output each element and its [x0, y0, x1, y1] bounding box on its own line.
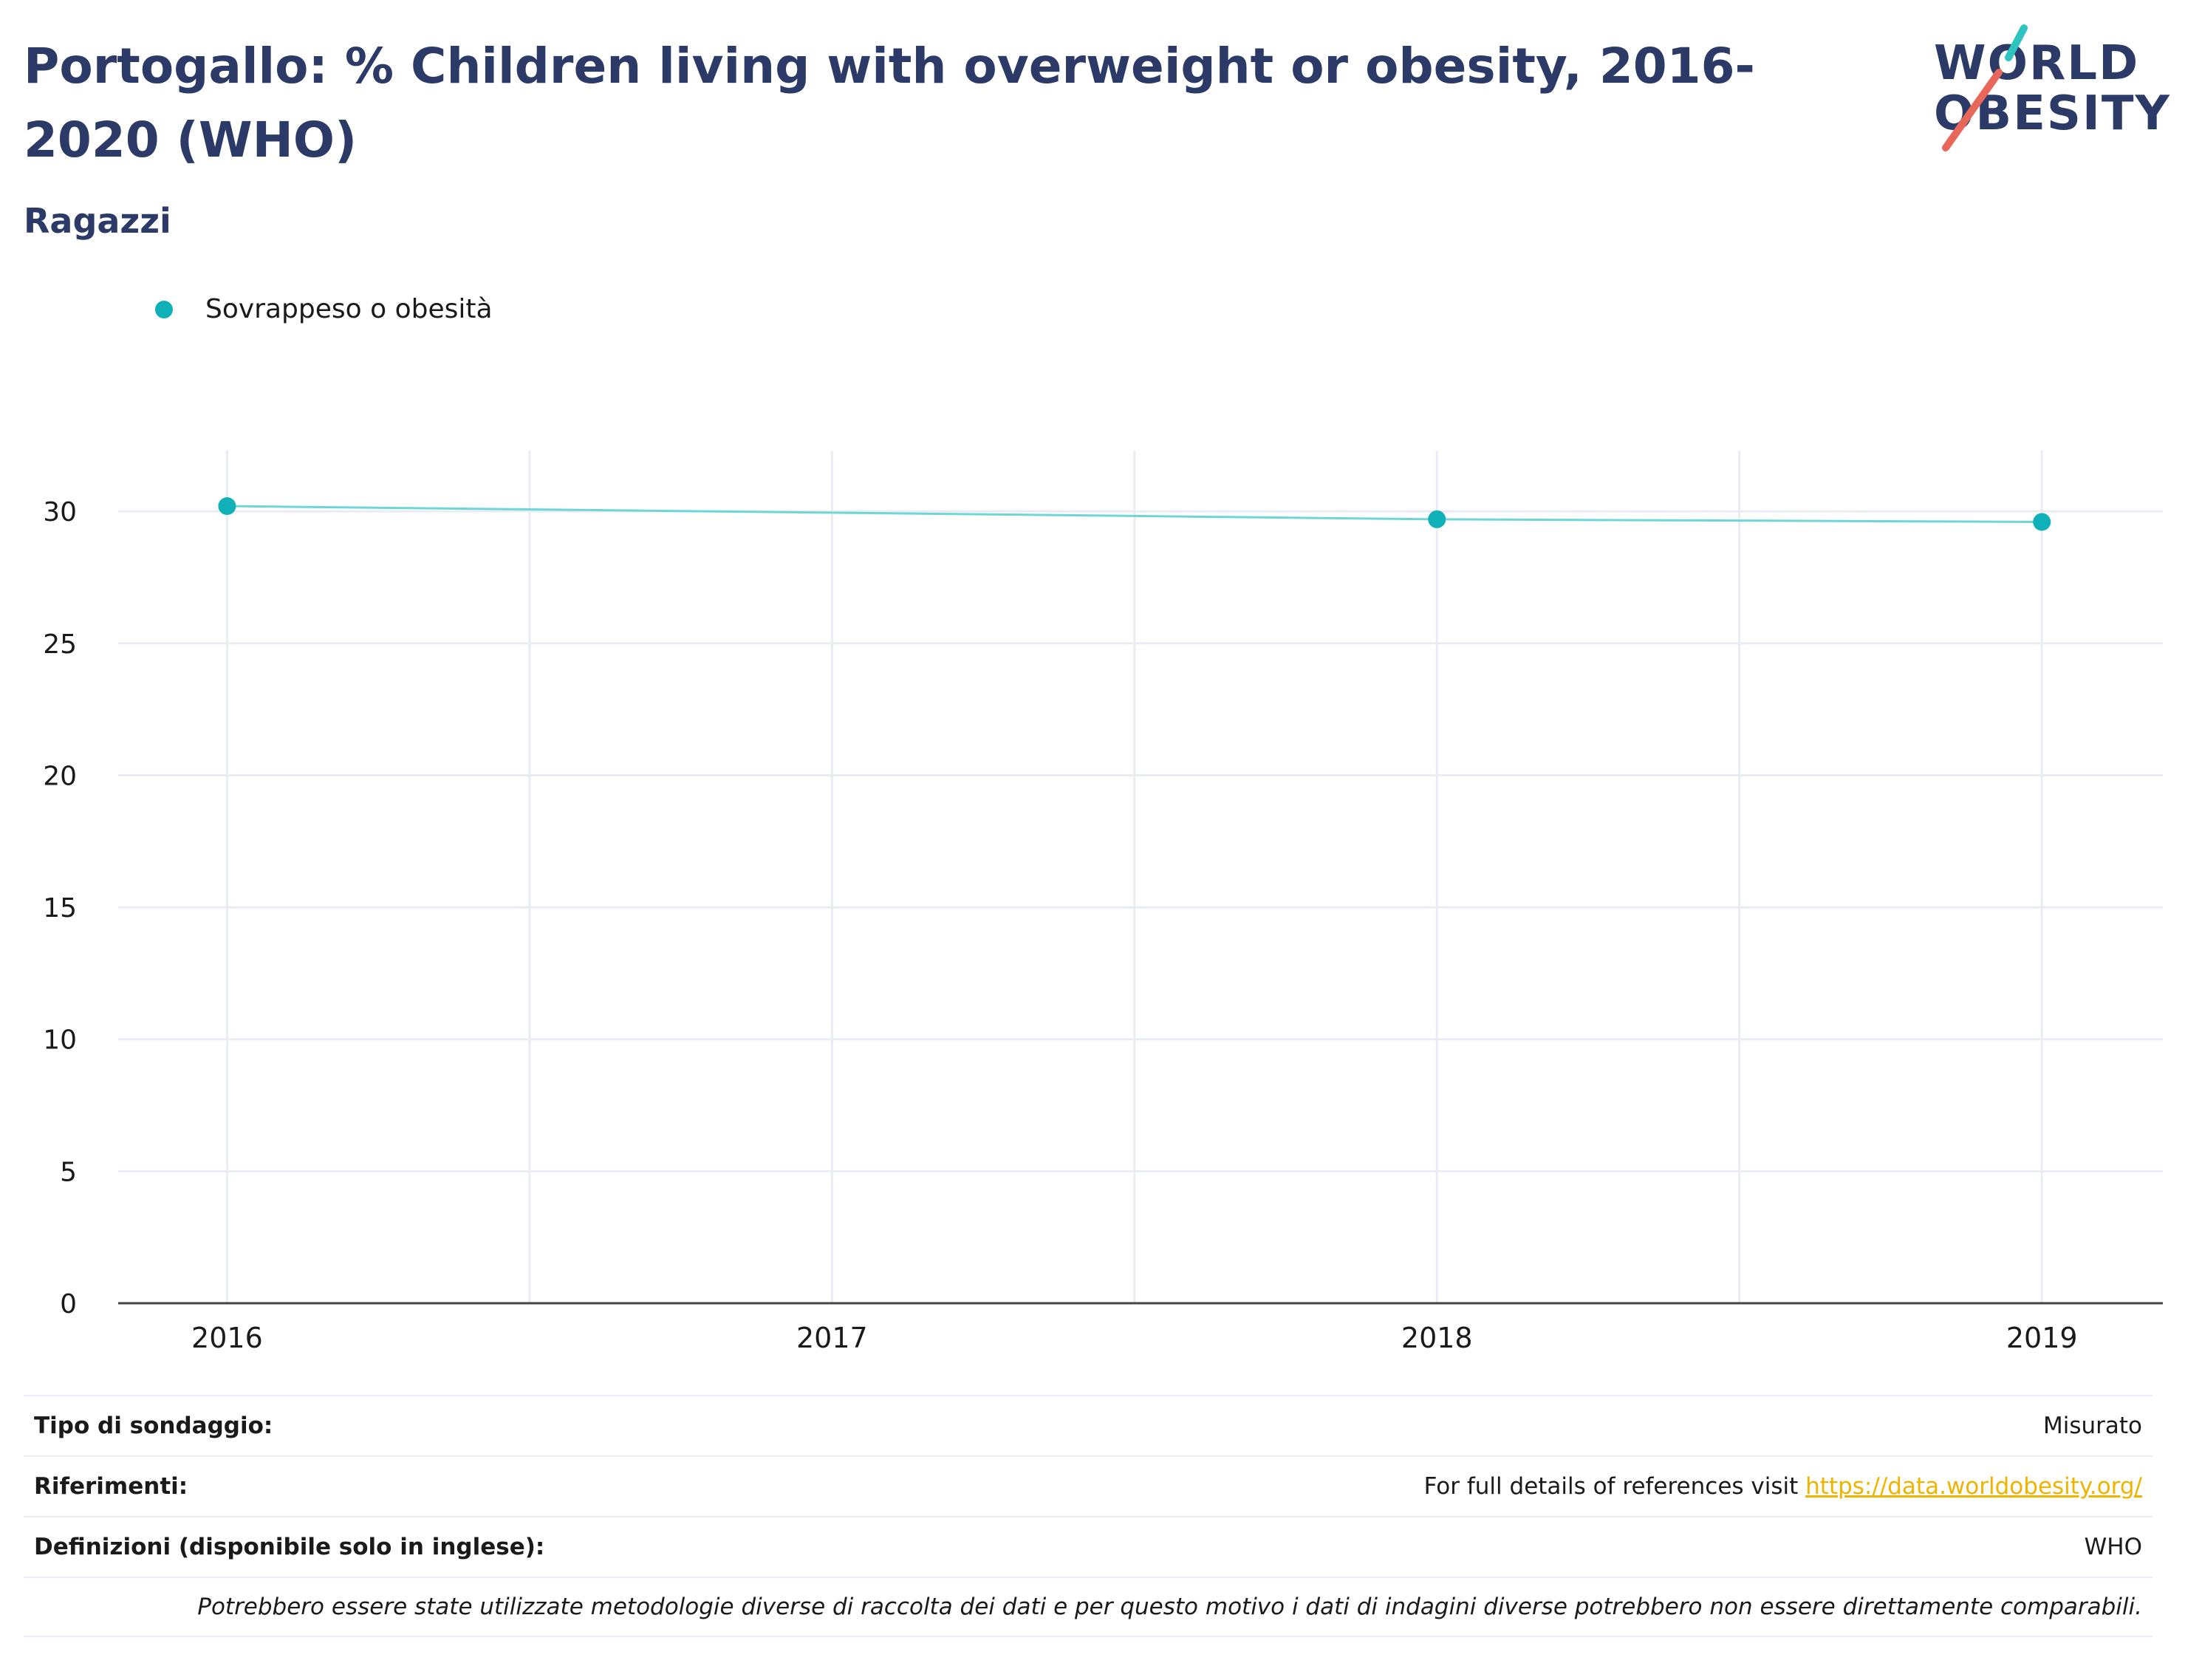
survey-type-value: Misurato: [2042, 1413, 2142, 1439]
world-obesity-logo: WORLD OBESITY: [1921, 22, 2172, 155]
y-tick-label: 0: [60, 1289, 77, 1319]
legend-marker: [155, 300, 173, 318]
page-title: Portogallo: % Children living with overw…: [24, 38, 1755, 168]
y-tick-label: 30: [43, 497, 77, 527]
references-label: Riferimenti:: [34, 1473, 188, 1500]
y-tick-label: 25: [43, 629, 77, 660]
legend-label: Sovrappeso o obesità: [205, 294, 493, 324]
y-tick-label: 10: [43, 1025, 77, 1056]
methodology-note: Potrebbero essere state utilizzate metod…: [197, 1594, 2142, 1620]
chart-legend[interactable]: Sovrappeso o obesità: [155, 294, 493, 324]
logo-line-world: WORLD: [1934, 36, 2140, 91]
info-row-definitions: Definizioni (disponibile solo in inglese…: [24, 1516, 2152, 1577]
data-point: [2033, 513, 2051, 531]
references-text: For full details of references visit: [1423, 1473, 1806, 1500]
chart-subtitle: Ragazzi: [24, 201, 171, 241]
info-table: Tipo di sondaggio: Misurato Riferimenti:…: [24, 1395, 2152, 1637]
x-tick-label: 2016: [191, 1322, 263, 1354]
y-tick-label: 15: [43, 893, 77, 923]
info-row-survey: Tipo di sondaggio: Misurato: [24, 1395, 2152, 1455]
survey-type-label: Tipo di sondaggio:: [34, 1413, 273, 1439]
x-tick-label: 2019: [2006, 1322, 2078, 1354]
y-tick-label: 5: [60, 1157, 77, 1187]
info-row-references: Riferimenti: For full details of referen…: [24, 1455, 2152, 1516]
references-value: For full details of references visit htt…: [1424, 1473, 2142, 1500]
info-row-note: Potrebbero essere state utilizzate metod…: [24, 1577, 2152, 1637]
definitions-value: WHO: [2084, 1534, 2142, 1560]
y-tick-label: 20: [43, 761, 77, 791]
x-tick-label: 2017: [796, 1322, 868, 1354]
references-link[interactable]: https://data.worldobesity.org/: [1805, 1473, 2142, 1500]
x-tick-label: 2018: [1401, 1322, 1473, 1354]
data-point: [218, 497, 236, 516]
definitions-label: Definizioni (disponibile solo in inglese…: [34, 1534, 545, 1560]
data-point: [1428, 510, 1446, 528]
logo-slash-icon: [1942, 24, 2028, 151]
line-chart: 0 5 10 15 20 25 30 2016 2017 2018 2019: [43, 451, 2163, 1354]
